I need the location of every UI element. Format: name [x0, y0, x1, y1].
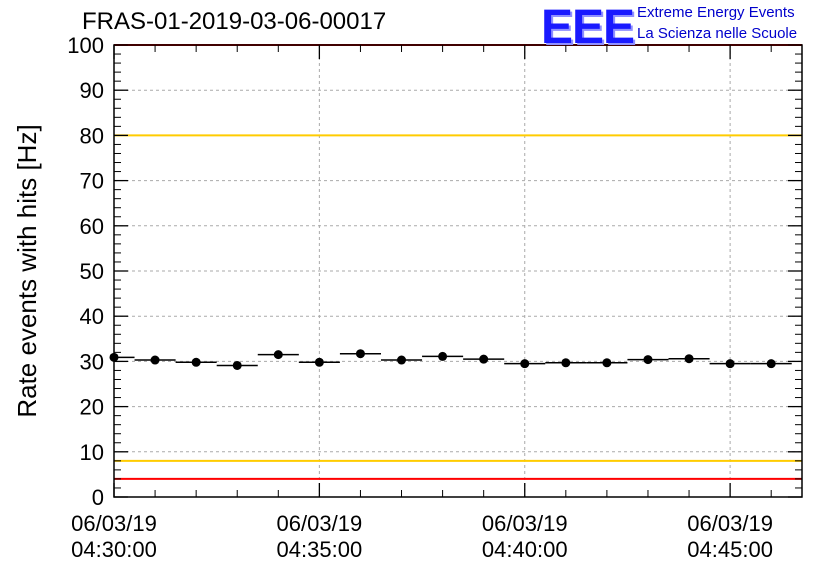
logo-subtitle-2: La Scienza nelle Scuole: [637, 25, 798, 42]
grid-lines: [114, 45, 802, 497]
data-point: [725, 359, 735, 369]
data-point: [643, 355, 653, 365]
data-point: [314, 357, 324, 367]
y-tick-label: 100: [67, 33, 104, 58]
x-tick-label-time: 04:45:00: [687, 537, 773, 562]
data-point: [397, 355, 407, 365]
x-tick-label-time: 04:35:00: [277, 537, 363, 562]
y-tick-label: 90: [80, 78, 104, 103]
data-points: [109, 349, 792, 370]
y-tick-label: 40: [80, 304, 104, 329]
y-tick-label: 0: [92, 485, 104, 510]
y-tick-label: 80: [80, 123, 104, 148]
y-axis-label: Rate events with hits [Hz]: [12, 124, 42, 417]
x-tick-label-time: 04:30:00: [71, 537, 157, 562]
x-tick-label-time: 04:40:00: [482, 537, 568, 562]
run-title: FRAS-01-2019-03-06-00017: [82, 8, 387, 35]
data-point: [232, 360, 242, 370]
data-point: [479, 354, 489, 364]
data-point: [520, 359, 530, 369]
data-point: [438, 351, 448, 361]
y-tick-label: 20: [80, 395, 104, 420]
y-tick-label: 30: [80, 349, 104, 374]
data-point: [602, 358, 612, 368]
x-tick-label-date: 06/03/19: [277, 511, 363, 536]
data-point: [273, 350, 283, 360]
data-point: [766, 359, 776, 369]
axis-tick-labels: 010203040506070809010006/03/1904:30:0006…: [67, 33, 773, 562]
x-tick-label-date: 06/03/19: [482, 511, 568, 536]
logo-subtitle-1: Extreme Energy Events: [637, 4, 795, 21]
data-point: [150, 355, 160, 365]
data-point: [684, 354, 694, 364]
axis-ticks: [113, 44, 802, 498]
y-tick-label: 60: [80, 214, 104, 239]
x-tick-label-date: 06/03/19: [687, 511, 773, 536]
y-tick-label: 70: [80, 169, 104, 194]
y-tick-label: 10: [80, 440, 104, 465]
data-point: [561, 358, 571, 368]
reference-lines: [114, 44, 802, 480]
x-tick-label-date: 06/03/19: [71, 511, 157, 536]
data-point: [355, 349, 365, 359]
y-tick-label: 50: [80, 259, 104, 284]
data-point: [191, 357, 201, 367]
eee-logo: EEE: [541, 1, 635, 54]
